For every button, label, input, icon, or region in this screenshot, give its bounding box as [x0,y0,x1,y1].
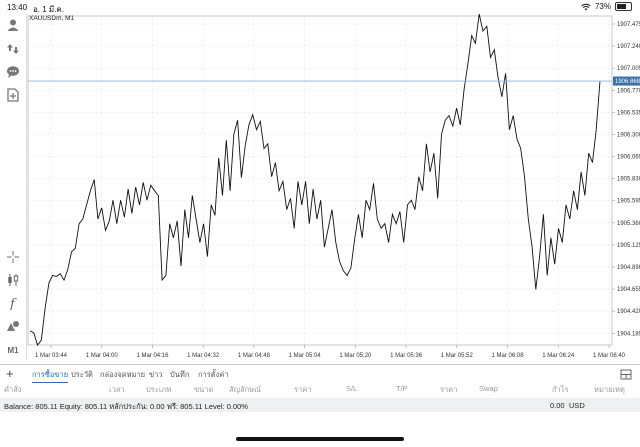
objects-icon[interactable] [4,317,22,335]
chart-frame [27,15,613,346]
col-sl: S/L [346,384,358,393]
trade-table-header: คำสั่ง เวลา ประเภท ขนาด สัญลักษณ์ ราคา S… [0,382,640,395]
panel-layout-icon[interactable] [620,367,632,385]
battery-percent: 73% [594,2,611,11]
price-label: 1906.065 [617,155,640,161]
col-volume: ขนาด [194,385,214,394]
add-tab-icon[interactable]: + [6,366,14,381]
price-label: 1905.360 [617,221,640,227]
time-label: 1 Mar 05:04 [289,353,322,359]
status-bar: 13:40 อ. 1 มี.ค. 73% [0,0,640,14]
add-document-icon[interactable] [4,86,22,104]
time-label: 1 Mar 04:48 [238,353,271,359]
chart-symbol: XAUUSDm, M1 [29,15,75,22]
tab-history[interactable]: ประวัติ [71,370,93,379]
account-icon[interactable] [4,16,22,34]
bid-price-label: 1906.868 [615,79,640,85]
tab-news[interactable]: ข่าว [149,370,163,379]
col-profit: กำไร [552,385,569,394]
time-label: 1 Mar 05:52 [441,353,474,359]
col-swap: Swap [479,384,498,393]
candlestick-icon[interactable] [4,271,22,289]
col-price: ราคา [294,385,312,394]
col-current-price: ราคา [440,385,458,394]
col-order: คำสั่ง [4,385,22,394]
price-label: 1905.830 [617,177,640,183]
trade-arrows-icon[interactable] [4,40,22,58]
price-label: 1904.185 [617,331,640,337]
price-label: 1905.595 [617,199,640,205]
price-label: 1907.240 [617,44,640,50]
time-label: 1 Mar 05:36 [390,353,423,359]
bid-price-tag [613,76,640,86]
chat-icon[interactable] [4,63,22,81]
tab-trade[interactable]: การซื้อขาย [32,369,69,383]
function-icon[interactable]: f [4,294,22,312]
time-label: 1 Mar 04:16 [136,353,169,359]
time-label: 1 Mar 06:40 [593,353,626,359]
terminal-tabs: + การซื้อขาย ประวัติ กล่องจดหมาย ข่าว บั… [0,364,640,383]
price-series-line [29,14,601,346]
col-symbol: สัญลักษณ์ [229,385,262,394]
left-toolbar: f M1 [0,14,27,360]
battery-icon [615,2,632,11]
time-label: 1 Mar 04:00 [86,353,119,359]
time-label: 1 Mar 05:20 [339,353,372,359]
status-right: 73% [581,2,632,11]
status-time: 13:40 [7,3,28,12]
balance-summary: Balance: 805.11 Equity: 805.11 หลักประกั… [4,402,248,411]
account-summary-bar: Balance: 805.11 Equity: 805.11 หลักประกั… [0,398,640,412]
crosshair-icon[interactable] [4,248,22,266]
price-label: 1904.890 [617,265,640,271]
tab-journal[interactable]: บันทึก [170,370,190,379]
home-indicator[interactable] [236,437,404,441]
price-label: 1907.005 [617,66,640,72]
col-time: เวลา [109,385,125,394]
tab-mailbox[interactable]: กล่องจดหมาย [100,370,146,379]
wifi-icon [581,3,591,10]
time-label: 1 Mar 03:44 [35,353,68,359]
col-type: ประเภท [146,385,172,394]
time-label: 1 Mar 04:32 [187,353,220,359]
price-label: 1905.125 [617,243,640,249]
price-label: 1904.655 [617,287,640,293]
tab-settings[interactable]: การตั้งค่า [198,370,229,379]
price-label: 1906.770 [617,88,640,94]
price-label: 1906.300 [617,132,640,138]
chart-area[interactable]: 1 Mar 03:44 1 Mar 04:00 1 Mar 04:16 1 Mar 0… [27,14,640,360]
price-label: 1907.475 [617,22,640,28]
price-chart[interactable]: 1 Mar 03:44 1 Mar 04:00 1 Mar 04:16 1 Mar 0… [27,14,640,360]
account-currency: USD [569,401,585,410]
time-label: 1 Mar 06:24 [542,353,575,359]
col-tp: T/P [396,384,408,393]
svg-text:f: f [9,297,17,310]
status-date: อ. 1 มี.ค. [33,5,64,14]
total-profit: 0.00 [550,401,565,410]
price-label: 1904.420 [617,309,640,315]
timeframe-label[interactable]: M1 [7,345,19,355]
col-comment: หมายเหตุ [594,385,625,394]
price-label: 1906.535 [617,110,640,116]
time-label: 1 Mar 06:08 [492,353,525,359]
